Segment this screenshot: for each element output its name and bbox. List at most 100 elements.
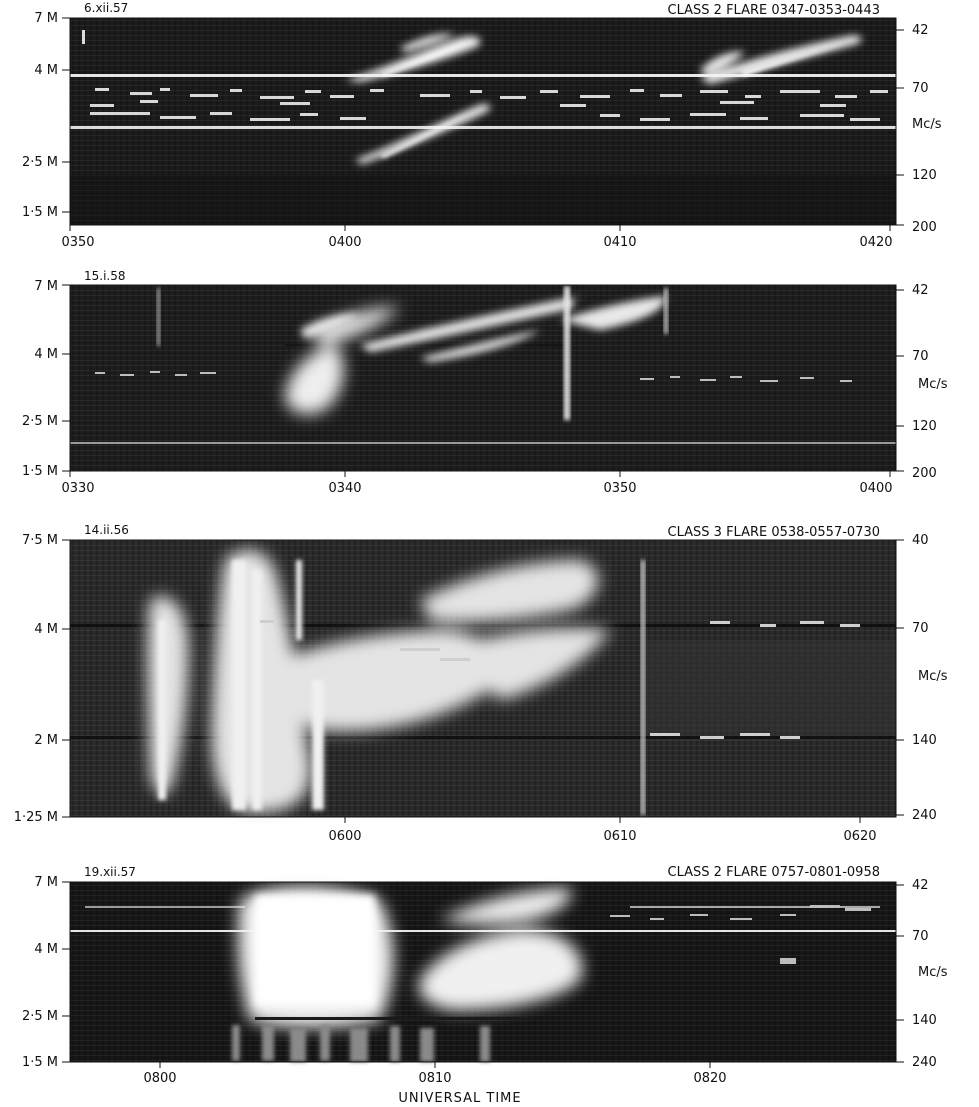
- panel-2: 7 M 4 M 2·5 M 1·5 M 42 70 120 200 Mc/s 0…: [22, 269, 948, 496]
- panel-4-title: CLASS 2 FLARE 0757-0801-0958: [668, 865, 880, 880]
- panel-4-x-tick: 0810: [418, 1071, 451, 1086]
- panel-3-left-tick: 4 M: [34, 622, 58, 637]
- panel-2-texture-h: [70, 285, 896, 471]
- panel-4-x-tick: 0800: [143, 1071, 176, 1086]
- panel-3-interference-band: [260, 620, 860, 739]
- panel-4: 7 M 4 M 2·5 M 1·5 M 42 70 140 240 Mc/s 0…: [22, 865, 948, 1106]
- panel-1-right-tick: 120: [912, 168, 937, 183]
- panel-1-reference-line: [70, 74, 896, 77]
- panel-1-interference-band: [90, 88, 888, 121]
- panel-1-right-unit: Mc/s: [912, 117, 942, 132]
- panel-3-reference-line: [70, 736, 896, 739]
- panel-2-left-tick: 1·5 M: [22, 464, 58, 479]
- panel-2-right-tick: 42: [912, 283, 929, 298]
- panel-2-right-tick: 70: [912, 349, 929, 364]
- panel-3-left-tick: 1·25 M: [14, 810, 58, 825]
- panel-4-frame: [69, 881, 897, 1063]
- panel-4-right-tick: 140: [912, 1013, 937, 1028]
- panel-1-burst-core: [380, 42, 850, 158]
- panel-3-frame: [69, 539, 897, 818]
- panel-2-x-tick: 0330: [61, 481, 94, 496]
- panel-2-vertical-spike: [157, 288, 160, 346]
- panel-4-right-unit: Mc/s: [918, 965, 948, 980]
- panel-1-left-tick: 4 M: [34, 63, 58, 78]
- panel-2-right-unit: Mc/s: [918, 377, 948, 392]
- panel-2-right-tick: 120: [912, 419, 937, 434]
- panel-1-x-axis: [69, 225, 891, 231]
- panel-4-reference-line: [255, 1017, 520, 1020]
- panel-2-vertical-spike: [564, 286, 570, 420]
- panel-3-x-tick: 0600: [328, 829, 361, 844]
- panel-2-drift-burst: [300, 296, 666, 362]
- panel-3-burst-columns: [158, 560, 324, 810]
- panel-2-x-tick: 0340: [328, 481, 361, 496]
- panel-3-x-axis: [344, 817, 861, 823]
- panel-1-left-tick: 7 M: [34, 11, 58, 26]
- panel-1-date: 6.xii.57: [84, 1, 128, 15]
- panel-3-reference-line: [70, 624, 896, 627]
- panel-3-right-axis: [896, 539, 904, 816]
- panel-1: 7 M 4 M 2·5 M 1·5 M 42 70 120 200 Mc/s 0…: [22, 1, 942, 250]
- panel-3-left-axis: [62, 539, 70, 818]
- panel-2-vertical-spike: [664, 288, 668, 334]
- panel-4-reference-line: [70, 930, 896, 932]
- panel-1-title: CLASS 2 FLARE 0347-0353-0443: [668, 3, 880, 18]
- panel-3-date: 14.ii.56: [84, 523, 129, 537]
- panel-3-x-tick: 0610: [603, 829, 636, 844]
- panel-1-x-tick: 0350: [61, 235, 94, 250]
- panel-4-left-tick: 1·5 M: [22, 1055, 58, 1070]
- panel-1-left-tick: 1·5 M: [22, 205, 58, 220]
- panel-3-upper-dark: [640, 640, 896, 740]
- panel-2-burst: [285, 307, 400, 415]
- panel-2-date: 15.i.58: [84, 269, 126, 283]
- panel-3: 7·5 M 4 M 2 M 1·25 M 40 70 140 240 Mc/s …: [14, 523, 948, 844]
- panel-1-x-tick: 0400: [328, 235, 361, 250]
- panel-1-right-tick: 200: [912, 220, 937, 235]
- panel-4-right-tick: 42: [912, 878, 929, 893]
- panel-4-right-tick: 70: [912, 929, 929, 944]
- panel-2-right-tick: 200: [912, 466, 937, 481]
- panel-4-lower-columns: [232, 1025, 490, 1062]
- panel-1-frame: [69, 17, 897, 226]
- panel-4-x-tick: 0820: [693, 1071, 726, 1086]
- panel-4-left-tick: 7 M: [34, 875, 58, 890]
- panel-1-marker: [82, 30, 85, 44]
- panel-3-right-tick: 140: [912, 733, 937, 748]
- panel-3-right-tick: 40: [912, 533, 929, 548]
- panel-4-x-axis: [159, 1062, 711, 1068]
- panel-2-left-tick: 2·5 M: [22, 414, 58, 429]
- panel-2-left-tick: 7 M: [34, 279, 58, 294]
- panel-1-left-axis: [62, 17, 70, 213]
- panel-4-reference-line: [630, 906, 880, 908]
- panel-3-x-tick: 0620: [843, 829, 876, 844]
- panel-4-interference-band: [610, 905, 871, 964]
- panel-4-right-axis: [896, 884, 904, 1063]
- panel-4-date: 19.xii.57: [84, 865, 136, 879]
- panel-2-reference-line: [70, 442, 896, 444]
- panel-1-right-axis: [896, 29, 904, 226]
- panel-3-right-unit: Mc/s: [918, 669, 948, 684]
- panel-2-x-tick: 0350: [603, 481, 636, 496]
- panel-3-left-tick: 7·5 M: [22, 533, 58, 548]
- panel-1-lower-band: [70, 175, 896, 225]
- panel-2-interference-band: [95, 371, 852, 382]
- panel-2-x-axis: [69, 471, 891, 477]
- x-axis-label: UNIVERSAL TIME: [398, 1091, 521, 1106]
- panel-3-right-tick: 240: [912, 808, 937, 823]
- panel-2-reference-line: [285, 344, 570, 346]
- panel-2-left-tick: 4 M: [34, 347, 58, 362]
- panel-2-x-tick: 0400: [859, 481, 892, 496]
- panel-3-left-tick: 2 M: [34, 733, 58, 748]
- panel-4-right-tick: 240: [912, 1055, 937, 1070]
- panel-2-left-axis: [62, 284, 70, 472]
- panel-1-left-tick: 2·5 M: [22, 155, 58, 170]
- panel-3-vertical-spike: [641, 560, 645, 815]
- panel-1-right-tick: 42: [912, 23, 929, 38]
- panel-4-left-tick: 2·5 M: [22, 1009, 58, 1024]
- panel-1-reference-line: [70, 126, 896, 129]
- panel-1-right-tick: 70: [912, 81, 929, 96]
- panel-3-title: CLASS 3 FLARE 0538-0557-0730: [668, 525, 880, 540]
- panel-2-frame: [69, 284, 897, 472]
- panel-1-x-tick: 0410: [603, 235, 636, 250]
